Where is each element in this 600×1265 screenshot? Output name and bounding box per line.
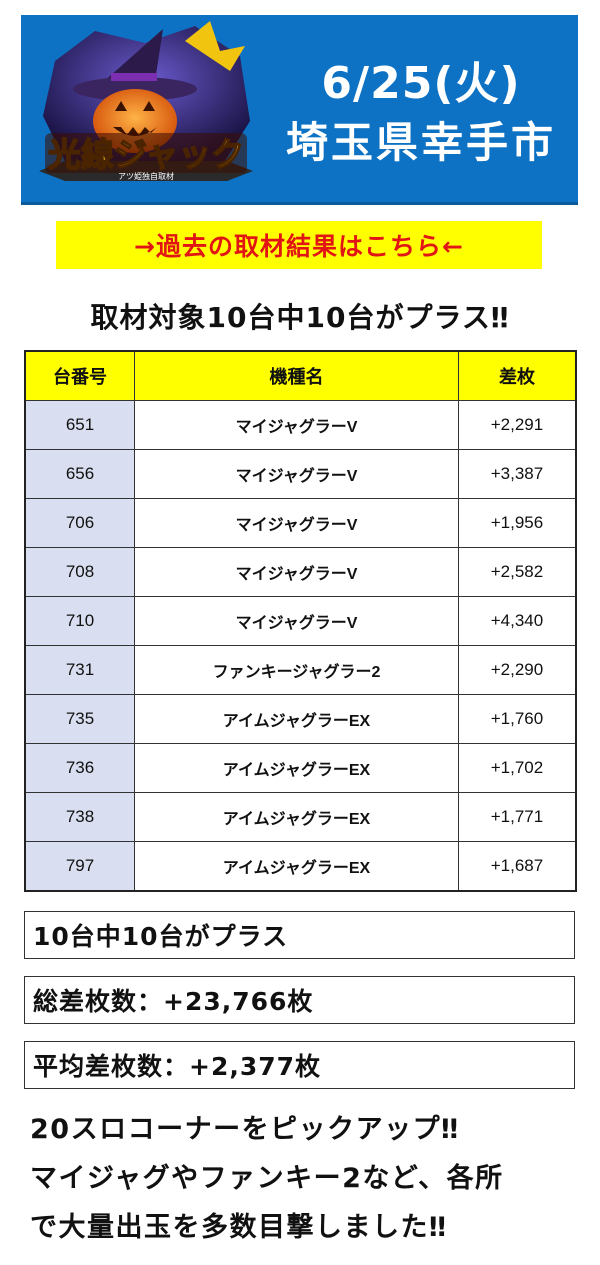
machine-number: 710 <box>24 596 135 646</box>
table-row: 797 アイムジャグラーEX +1,687 <box>24 841 577 892</box>
coin-difference: +2,291 <box>458 400 577 450</box>
column-header-model-name: 機種名 <box>134 350 459 401</box>
comment-line: 20スロコーナーをピックアップ‼ <box>30 1114 460 1145</box>
coin-difference: +2,582 <box>458 547 577 597</box>
comment-line: で大量出玉を多数目撃しました‼ <box>30 1212 448 1243</box>
event-location: 埼玉県幸手市 <box>285 118 556 167</box>
table-row: 651 マイジャグラーV +2,291 <box>24 400 577 450</box>
model-name: マイジャグラーV <box>134 547 459 597</box>
table-row: 706 マイジャグラーV +1,956 <box>24 498 577 548</box>
table-header-row: 台番号 機種名 差枚 <box>24 350 577 401</box>
summary-plus-count: 10台中10台がプラス <box>24 911 575 959</box>
coin-difference: +1,702 <box>458 743 577 793</box>
results-table: 台番号 機種名 差枚 651 マイジャグラーV +2,291 656 マイジャグ… <box>24 350 577 892</box>
table-row: 708 マイジャグラーV +2,582 <box>24 547 577 597</box>
model-name: マイジャグラーV <box>134 400 459 450</box>
coin-difference: +4,340 <box>458 596 577 646</box>
coin-difference: +3,387 <box>458 449 577 499</box>
machine-number: 706 <box>24 498 135 548</box>
model-name: アイムジャグラーEX <box>134 841 459 892</box>
summary-average-difference: 平均差枚数：+2,377枚 <box>24 1041 575 1089</box>
coin-difference: +2,290 <box>458 645 577 695</box>
machine-number: 651 <box>24 400 135 450</box>
table-row: 710 マイジャグラーV +4,340 <box>24 596 577 646</box>
summary-total-difference: 総差枚数：+23,766枚 <box>24 976 575 1024</box>
machine-number: 738 <box>24 792 135 842</box>
model-name: マイジャグラーV <box>134 498 459 548</box>
event-date: 6/25(火) <box>321 58 521 109</box>
table-row: 738 アイムジャグラーEX +1,771 <box>24 792 577 842</box>
table-row: 731 ファンキージャグラー2 +2,290 <box>24 645 577 695</box>
table-row: 735 アイムジャグラーEX +1,760 <box>24 694 577 744</box>
page-headline: 取材対象10台中10台がプラス‼ <box>90 301 510 334</box>
machine-number: 731 <box>24 645 135 695</box>
comment-line: マイジャグやファンキー2など、各所 <box>30 1163 504 1194</box>
machine-number: 797 <box>24 841 135 892</box>
svg-text:光線ジャック: 光線ジャック <box>48 135 244 174</box>
model-name: アイムジャグラーEX <box>134 743 459 793</box>
model-name: ファンキージャグラー2 <box>134 645 459 695</box>
machine-number: 735 <box>24 694 135 744</box>
coin-difference: +1,760 <box>458 694 577 744</box>
report-comment: 20スロコーナーをピックアップ‼ マイジャグやファンキー2など、各所 で大量出玉… <box>30 1105 590 1252</box>
column-header-coin-difference: 差枚 <box>458 350 577 401</box>
header-banner: 光線ジャック アツ姫独自取材 6/25(火) 埼玉県幸手市 <box>21 15 578 205</box>
coin-difference: +1,771 <box>458 792 577 842</box>
kosen-jack-logo: 光線ジャック アツ姫独自取材 <box>35 21 257 197</box>
model-name: マイジャグラーV <box>134 596 459 646</box>
machine-number: 736 <box>24 743 135 793</box>
machine-number: 656 <box>24 449 135 499</box>
svg-text:アツ姫独自取材: アツ姫独自取材 <box>118 171 174 181</box>
table-row: 736 アイムジャグラーEX +1,702 <box>24 743 577 793</box>
coin-difference: +1,687 <box>458 841 577 892</box>
past-results-link[interactable]: →過去の取材結果はこちら← <box>56 221 542 269</box>
model-name: アイムジャグラーEX <box>134 694 459 744</box>
table-row: 656 マイジャグラーV +3,387 <box>24 449 577 499</box>
model-name: アイムジャグラーEX <box>134 792 459 842</box>
model-name: マイジャグラーV <box>134 449 459 499</box>
column-header-machine-number: 台番号 <box>24 350 135 401</box>
machine-number: 708 <box>24 547 135 597</box>
coin-difference: +1,956 <box>458 498 577 548</box>
